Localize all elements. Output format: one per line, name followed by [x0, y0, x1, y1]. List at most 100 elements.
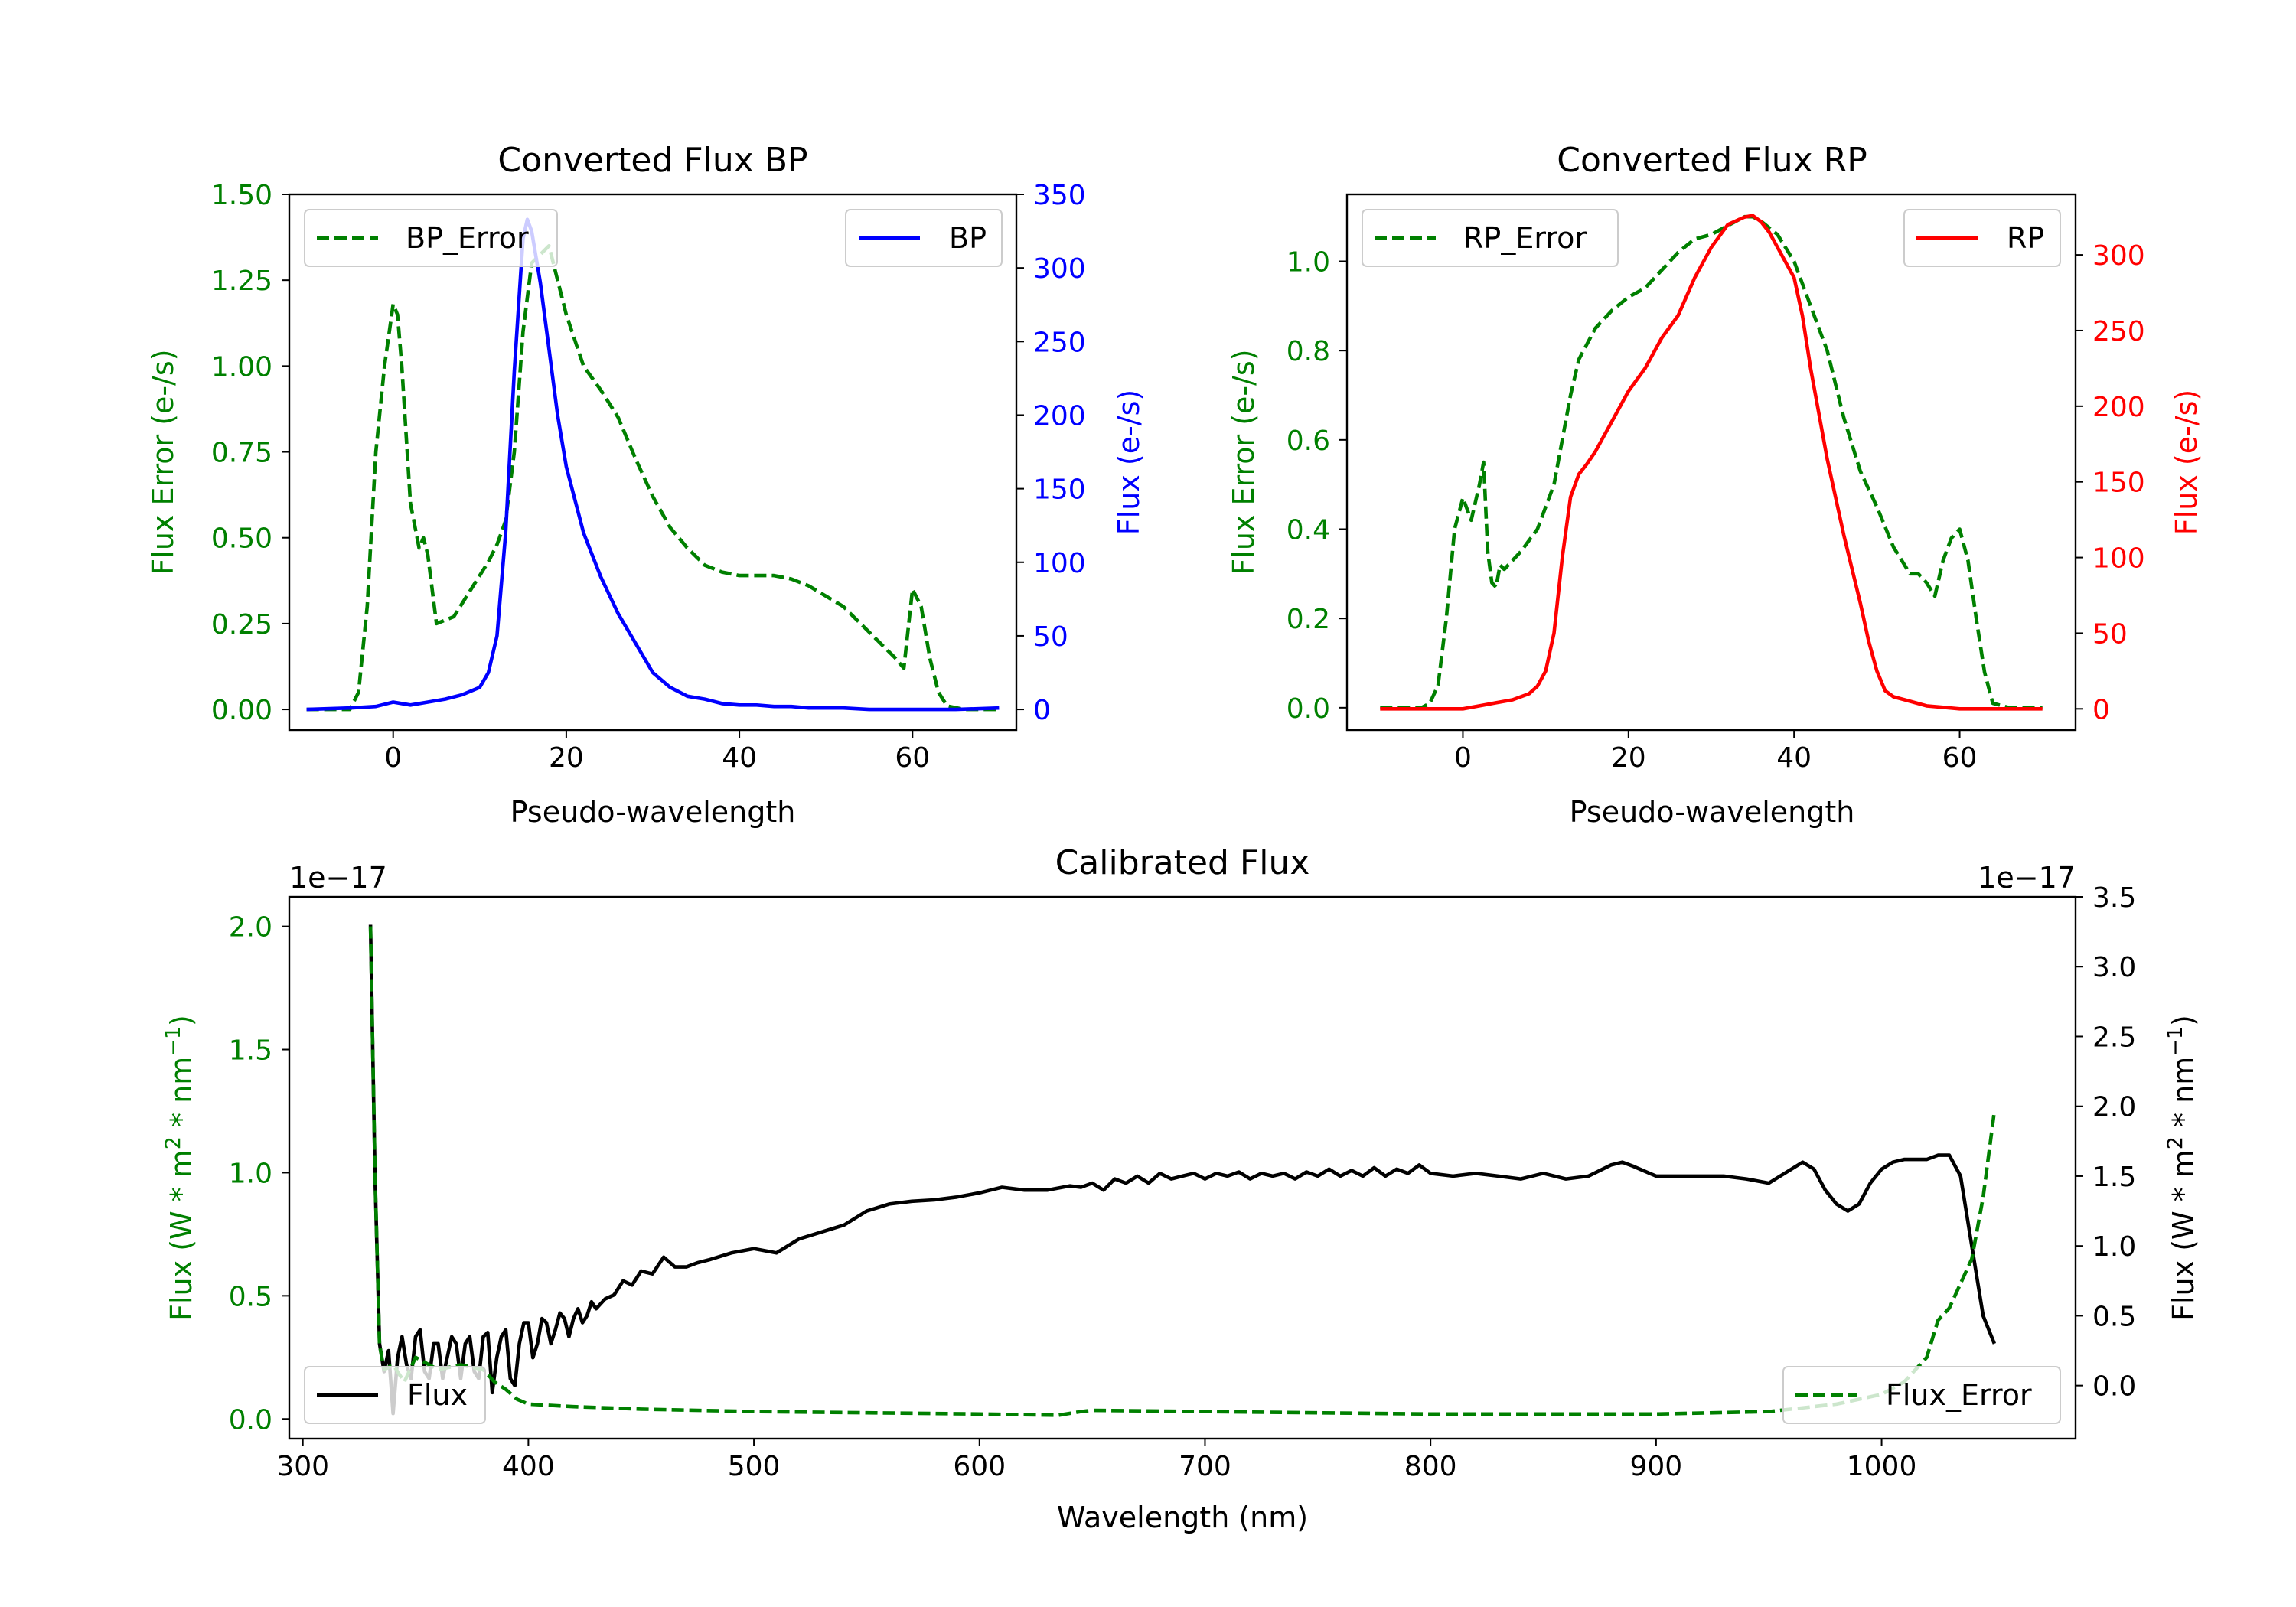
x-tick-label: 20: [1611, 742, 1646, 774]
chart-calibrated-series: [368, 924, 1997, 1417]
y-tick-label-right: 3.5: [2092, 882, 2136, 914]
chart-bp-x-label: Pseudo-wavelength: [510, 795, 796, 829]
y-tick-label-left: 0.8: [1287, 336, 1330, 367]
y-tick-label-right: 150: [2092, 468, 2145, 499]
y-tick-label-right: 0: [2092, 694, 2110, 725]
y-tick-label-right: 2.5: [2092, 1022, 2136, 1053]
x-tick-label: 300: [276, 1451, 329, 1482]
y-tick-label-left: 0.4: [1287, 515, 1330, 546]
x-tick-label: 60: [895, 742, 930, 774]
y-tick-label-right: 250: [2092, 316, 2145, 347]
y-tick-label-left: 1.50: [211, 180, 272, 211]
y-tick-label-left: 0.2: [1287, 604, 1330, 635]
chart-calibrated-title: Calibrated Flux: [1055, 843, 1310, 882]
y-tick-label-right: 2.0: [2092, 1092, 2136, 1123]
chart-calibrated-offset-right: 1e−17: [1978, 861, 2076, 895]
y-tick-label-left: 0.75: [211, 438, 272, 469]
legend-label: BP_Error: [406, 221, 529, 255]
chart-calibrated-y-label-left: Flux (W * m2 * nm−1): [161, 1015, 199, 1321]
x-tick-label: 400: [502, 1451, 555, 1482]
series-line-flux-error: [368, 926, 1997, 1417]
y-tick-label-right: 300: [1033, 253, 1086, 285]
legend-label: RP: [2007, 221, 2044, 255]
y-tick-label-right: 200: [2092, 392, 2145, 423]
y-tick-label-left: 1.00: [211, 351, 272, 383]
x-tick-label: 600: [953, 1451, 1006, 1482]
legend-label: BP: [949, 221, 987, 255]
chart-rp-x-axis: 0 20 40 60: [1454, 730, 1977, 774]
legend-label: RP_Error: [1463, 221, 1587, 255]
y-tick-label-left: 1.5: [229, 1035, 272, 1067]
x-tick-label: 900: [1630, 1451, 1683, 1482]
chart-bp-legend-flux: BP: [845, 209, 1003, 267]
chart-bp-y-axis-left: 0.00 0.25 0.50 0.75 1.00 1.25 1.50: [211, 180, 289, 726]
chart-rp-title: Converted Flux RP: [1557, 141, 1867, 180]
chart-rp-legend-flux: RP: [1903, 209, 2061, 267]
chart-bp-y-axis-right: 0 50 100 150 200 250 300 350: [1016, 180, 1086, 726]
legend-label: Flux_Error: [1886, 1378, 2032, 1412]
series-line-rp: [1380, 214, 2043, 711]
chart-calibrated-y-axis-right: 0.0 0.5 1.0 1.5 2.0 2.5 3.0 3.5: [2076, 882, 2136, 1403]
chart-bp-y-label-left: Flux Error (e-/s): [146, 349, 180, 575]
x-tick-label: 0: [384, 742, 402, 774]
chart-calibrated-frame: [288, 895, 2077, 1440]
chart-bp: Converted Flux BP 0 20 40 60 0.000.250.500.…: [146, 141, 1146, 829]
y-tick-label-right: 200: [1033, 400, 1086, 432]
y-tick-label-right: 50: [1033, 621, 1068, 653]
chart-bp-legend-error: BP_Error: [304, 209, 558, 267]
chart-calibrated-y-label-right: Flux (W * m2 * nm−1): [2164, 1015, 2201, 1321]
chart-rp-y-label-left: Flux Error (e-/s): [1227, 349, 1261, 575]
chart-bp-title: Converted Flux BP: [497, 141, 807, 180]
y-tick-label-left: 0.25: [211, 609, 272, 641]
chart-calibrated-offset-left: 1e−17: [289, 861, 387, 895]
x-tick-label: 700: [1179, 1451, 1231, 1482]
y-tick-label-left: 0.6: [1287, 425, 1330, 457]
series-line-rp-error: [1380, 214, 2043, 710]
x-tick-label: 1000: [1847, 1451, 1917, 1482]
y-tick-label-right: 50: [2092, 618, 2128, 650]
y-tick-label-right: 350: [1033, 180, 1086, 211]
y-tick-label-right: 100: [2092, 543, 2145, 575]
x-tick-label: 800: [1404, 1451, 1457, 1482]
y-tick-label-left: 0.00: [211, 695, 272, 726]
y-tick-label-right: 1.0: [2092, 1231, 2136, 1263]
x-tick-label: 40: [1776, 742, 1812, 774]
legend-label: Flux: [407, 1378, 468, 1412]
y-tick-label-left: 0.0: [229, 1404, 272, 1436]
y-tick-label-right: 3.0: [2092, 952, 2136, 983]
y-tick-label-left: 1.0: [229, 1158, 272, 1189]
x-tick-label: 0: [1454, 742, 1472, 774]
series-line-bp-error: [306, 243, 1000, 712]
chart-rp-legend-error: RP_Error: [1362, 209, 1619, 267]
chart-rp: Converted Flux RP 0 20 40 60 0.00.20.40.60.…: [1227, 141, 2203, 829]
series-line-bp: [306, 217, 1000, 712]
y-tick-label-right: 250: [1033, 327, 1086, 358]
y-tick-label-right: 0: [1033, 695, 1051, 726]
y-tick-label-left: 2.0: [229, 912, 272, 944]
chart-bp-series: [306, 217, 1000, 712]
x-tick-label: 20: [549, 742, 584, 774]
chart-calibrated-x-label: Wavelength (nm): [1057, 1501, 1308, 1534]
chart-calibrated-y-axis-left: 0.0 0.5 1.0 1.5 2.0: [229, 912, 289, 1436]
series-line-flux: [368, 924, 1997, 1416]
x-tick-label: 60: [1942, 742, 1978, 774]
y-tick-label-right: 1.5: [2092, 1162, 2136, 1193]
chart-bp-x-axis: 0 20 40 60: [384, 730, 930, 774]
x-tick-label: 500: [728, 1451, 781, 1482]
y-tick-label-right: 150: [1033, 474, 1086, 506]
y-tick-label-left: 0.5: [229, 1281, 272, 1312]
y-tick-label-left: 1.0: [1287, 247, 1330, 279]
chart-rp-y-label-right: Flux (e-/s): [2170, 390, 2203, 535]
y-tick-label-left: 1.25: [211, 266, 272, 297]
y-tick-label-right: 0.5: [2092, 1301, 2136, 1332]
chart-rp-x-label: Pseudo-wavelength: [1570, 795, 1855, 829]
y-tick-label-left: 0.0: [1287, 693, 1330, 725]
chart-calibrated: Calibrated Flux 1e−17 1e−17 300 400 500 600…: [161, 843, 2201, 1534]
chart-rp-y-axis-left: 0.0 0.2 0.4 0.6 0.8 1.0: [1287, 247, 1347, 725]
chart-calibrated-legend-error: Flux_Error: [1782, 1366, 2061, 1424]
chart-bp-frame: [288, 193, 1018, 732]
y-tick-label-right: 100: [1033, 548, 1086, 579]
x-tick-label: 40: [722, 742, 757, 774]
chart-rp-frame: [1345, 193, 2077, 732]
